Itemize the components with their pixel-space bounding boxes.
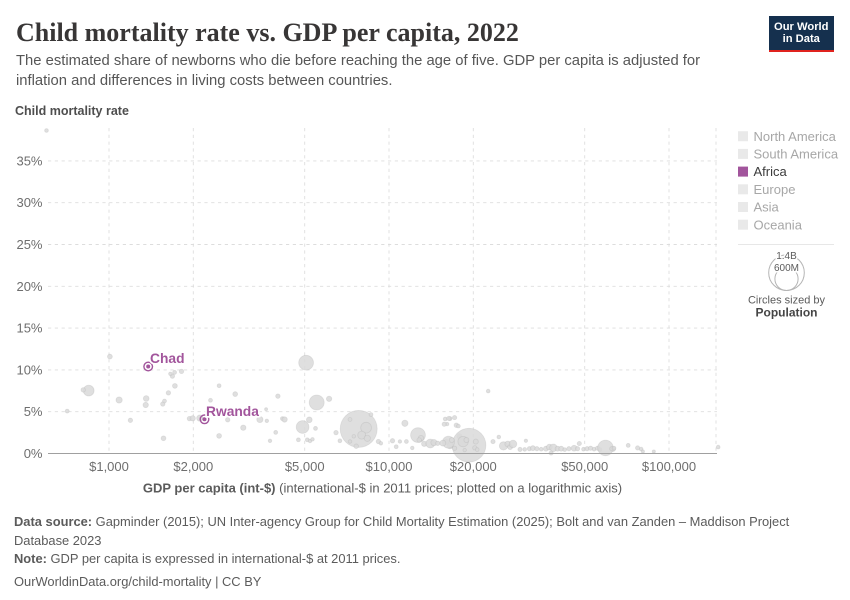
svg-text:$10,000: $10,000 [366,459,413,474]
svg-text:$1,000: $1,000 [89,459,129,474]
svg-text:600M: 600M [774,263,799,274]
svg-text:$50,000: $50,000 [561,459,608,474]
svg-text:Population: Population [756,306,818,320]
svg-text:30%: 30% [16,195,42,210]
svg-text:Chad: Chad [150,351,185,366]
svg-text:25%: 25% [16,237,42,252]
svg-text:South America: South America [754,147,839,162]
svg-text:Oceania: Oceania [754,217,803,232]
svg-text:20%: 20% [16,279,42,294]
svg-text:0%: 0% [24,446,43,461]
svg-text:Circles sized by: Circles sized by [748,295,826,307]
svg-text:15%: 15% [16,321,42,336]
svg-text:$100,000: $100,000 [642,459,696,474]
svg-text:1.4B: 1.4B [776,251,797,262]
svg-text:Rwanda: Rwanda [206,404,259,419]
svg-text:GDP per capita (int-$) (intern: GDP per capita (int-$) (international-$ … [143,481,622,496]
svg-text:$5,000: $5,000 [285,459,325,474]
svg-text:Europe: Europe [754,182,796,197]
svg-text:North America: North America [754,129,837,144]
svg-text:5%: 5% [24,404,43,419]
svg-text:Asia: Asia [754,200,780,215]
svg-text:10%: 10% [16,362,42,377]
svg-text:35%: 35% [16,153,42,168]
svg-text:Africa: Africa [754,164,788,179]
svg-text:$2,000: $2,000 [173,459,213,474]
svg-text:$20,000: $20,000 [450,459,497,474]
